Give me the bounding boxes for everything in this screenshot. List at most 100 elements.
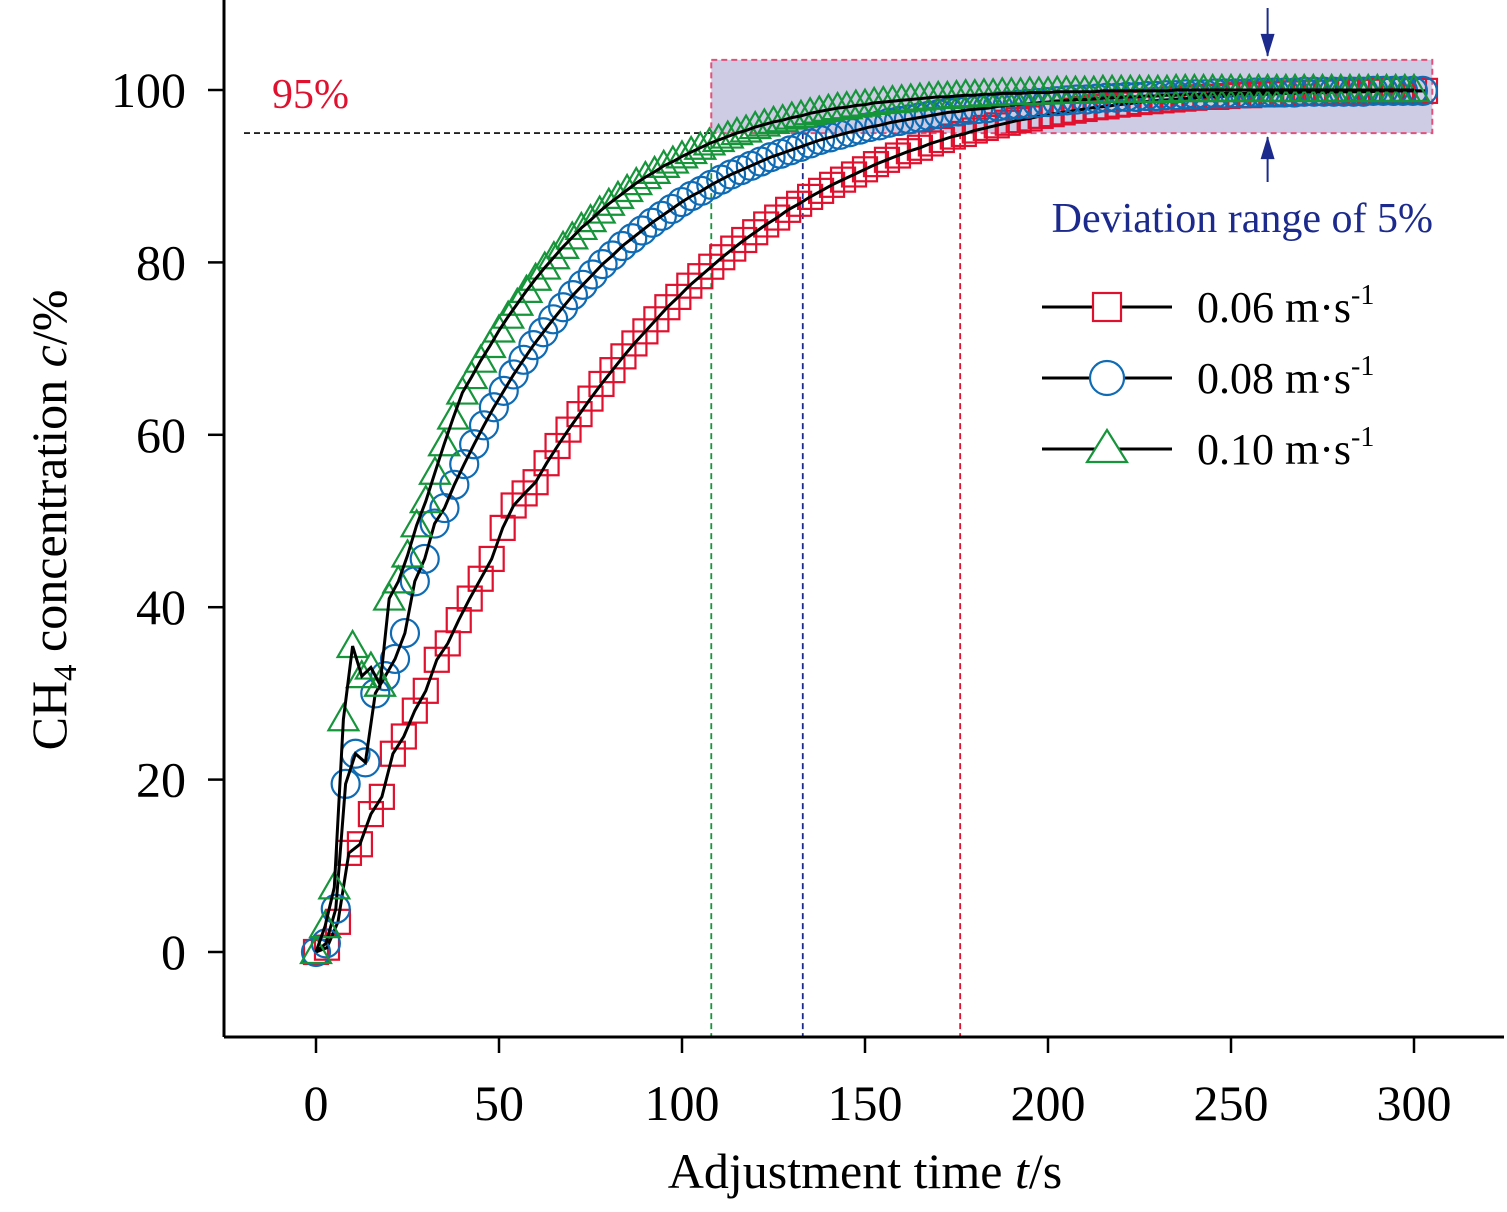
- series-3-point: [564, 210, 599, 241]
- series-3-point: [536, 240, 571, 270]
- series-3-point: [628, 159, 663, 190]
- series-2-point: [913, 100, 944, 131]
- threshold-label: 95%: [272, 72, 349, 118]
- legend-label-series-1: 0.06 m·s-1: [1197, 280, 1374, 332]
- series-3-point: [445, 375, 480, 405]
- series-3: [299, 72, 1431, 965]
- series-3-point: [408, 483, 443, 514]
- y-axis-title: CH4 concentration c/%: [21, 290, 84, 751]
- series-2-point: [488, 375, 519, 406]
- legend-entry-series-1: 0.06 m·s-1: [1042, 280, 1374, 332]
- series-3-point: [518, 261, 553, 291]
- series-2-point: [577, 259, 608, 290]
- series-1-point: [478, 545, 505, 573]
- deviation-arrow-bottom-head: [1260, 136, 1275, 160]
- legend-symbol-series-1: [1042, 291, 1172, 323]
- series-3-point: [527, 250, 562, 280]
- y-tick-label: 100: [111, 62, 186, 118]
- series-3-point: [619, 165, 654, 196]
- series-3-point: [573, 202, 608, 233]
- series-3-point: [418, 455, 452, 485]
- series-2-point: [587, 249, 618, 280]
- series-3-point: [381, 564, 416, 594]
- series-1-point: [390, 723, 417, 750]
- x-tick-label: 100: [645, 1075, 720, 1131]
- x-tick-label: 150: [828, 1075, 903, 1131]
- series-3-line: [314, 88, 1414, 953]
- series-3-point: [1397, 72, 1431, 103]
- x-tick-label: 0: [304, 1075, 329, 1131]
- series-3-point: [454, 359, 489, 390]
- series-3-point: [353, 650, 388, 680]
- legend-entry-series-3: 0.10 m·s-1: [1042, 422, 1374, 474]
- legend-label-series-3: 0.10 m·s-1: [1197, 422, 1374, 474]
- legend-symbol-series-3: [1042, 427, 1172, 464]
- legend-symbol-series-2: [1042, 359, 1172, 397]
- series-2-point: [547, 292, 579, 323]
- y-tick-label: 60: [136, 407, 186, 463]
- series-2-point: [508, 344, 539, 375]
- legend-marker: [1085, 427, 1129, 464]
- series-2-point: [478, 392, 509, 423]
- series-3-point: [582, 194, 617, 224]
- tick-labels-layer: 0 50 100 150 200 250 300 0 20 40 60 80 100: [111, 62, 1452, 1131]
- legend: 0.06 m·s-1 0.08 m·s-1 0.10 m·s-1: [1042, 280, 1374, 474]
- series-2-point: [607, 230, 638, 262]
- series-2-point: [627, 215, 658, 246]
- series-3-point: [436, 400, 471, 430]
- y-tick-label: 80: [136, 234, 186, 290]
- series-2-point: [379, 643, 411, 675]
- deviation-arrow-top-head: [1260, 33, 1275, 57]
- series-3-point: [317, 870, 352, 900]
- series-3-point: [399, 508, 434, 538]
- legend-entry-series-2: 0.08 m·s-1: [1042, 351, 1374, 403]
- legend-label-series-2: 0.08 m·s-1: [1197, 351, 1374, 403]
- series-2-point: [943, 96, 974, 127]
- series-2-point: [419, 508, 450, 539]
- series-2-point: [459, 429, 490, 460]
- series-3-point: [463, 343, 498, 373]
- series-3-point: [546, 229, 580, 259]
- series-2-point: [617, 223, 648, 254]
- series-2-point: [449, 449, 480, 480]
- legend-marker: [1088, 359, 1126, 397]
- deviation-range-label: Deviation range of 5%: [1052, 196, 1433, 242]
- series-layer: [299, 72, 1439, 968]
- x-tick-label: 200: [1011, 1075, 1086, 1131]
- guide-lines-layer: [244, 132, 962, 1037]
- x-tick-label: 50: [474, 1075, 524, 1131]
- y-tick-label: 40: [136, 579, 186, 635]
- legend-marker: [1091, 291, 1123, 323]
- series-3-point: [308, 908, 343, 939]
- x-tick-label: 250: [1194, 1075, 1269, 1131]
- series-2-point: [666, 186, 697, 218]
- x-axis-title: Adjustment time t/s: [668, 1143, 1062, 1199]
- series-1-point: [368, 783, 395, 810]
- series-3-point: [655, 144, 690, 174]
- series-2-point: [468, 410, 500, 441]
- series-3-point: [427, 427, 462, 457]
- x-tick-label: 300: [1377, 1075, 1452, 1131]
- series-2-point: [498, 359, 529, 390]
- series-2-point: [567, 269, 598, 300]
- series-1-point: [346, 831, 374, 858]
- series-3-point: [637, 154, 672, 184]
- series-3-point: [390, 538, 425, 568]
- series-3-point: [299, 934, 333, 965]
- series-3-point: [555, 220, 590, 250]
- series-1-point: [412, 677, 439, 704]
- series-3-point: [344, 658, 379, 689]
- y-tick-label: 0: [161, 924, 186, 980]
- series-2-point: [903, 102, 934, 133]
- y-tick-label: 20: [136, 752, 186, 808]
- series-3-point: [363, 667, 397, 697]
- series-2-point: [883, 105, 915, 137]
- series-2-point: [538, 304, 569, 335]
- series-2-point: [409, 543, 440, 575]
- series-3-point: [472, 328, 507, 359]
- series-2-point: [389, 617, 421, 649]
- series-2-point: [557, 280, 589, 311]
- axes-layer: [208, 0, 1504, 1053]
